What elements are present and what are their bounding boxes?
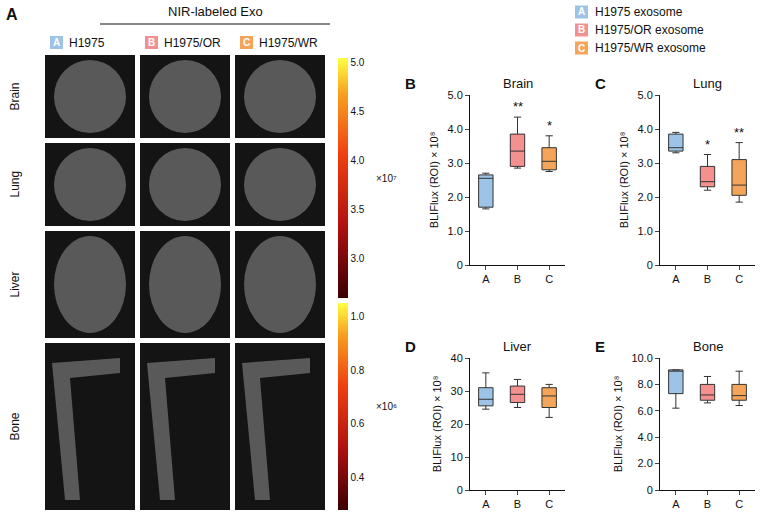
svg-text:5.0: 5.0 (638, 89, 653, 101)
svg-text:3.0: 3.0 (448, 157, 463, 169)
svg-text:A: A (482, 273, 490, 285)
svg-text:3.0: 3.0 (638, 157, 653, 169)
svg-text:0: 0 (647, 484, 653, 496)
svg-text:B: B (704, 498, 711, 510)
svg-text:*: * (705, 137, 710, 152)
svg-text:BLIFlux (ROI) × 10⁸: BLIFlux (ROI) × 10⁸ (612, 376, 624, 473)
svg-text:Liver: Liver (8, 271, 22, 297)
svg-text:0: 0 (457, 484, 463, 496)
svg-text:3.5: 3.5 (351, 204, 365, 215)
svg-text:H1975: H1975 (69, 36, 105, 50)
svg-text:B: B (514, 498, 521, 510)
svg-text:4.0: 4.0 (638, 431, 653, 443)
svg-text:Bone: Bone (693, 339, 723, 354)
svg-text:BLIFlux (ROI) × 10⁸: BLIFlux (ROI) × 10⁸ (618, 132, 630, 229)
svg-text:4.0: 4.0 (448, 123, 463, 135)
svg-text:B: B (405, 75, 416, 92)
svg-text:Lung: Lung (693, 76, 722, 91)
svg-text:40: 40 (451, 352, 463, 364)
svg-text:1.0: 1.0 (351, 311, 365, 322)
svg-text:**: ** (734, 125, 744, 140)
svg-text:C: C (545, 498, 553, 510)
svg-text:B: B (578, 24, 585, 35)
svg-text:H1975/WR: H1975/WR (259, 36, 318, 50)
svg-text:Brain: Brain (503, 76, 533, 91)
svg-text:4.5: 4.5 (351, 106, 365, 117)
svg-text:C: C (595, 75, 606, 92)
svg-text:A: A (578, 6, 585, 17)
svg-text:NIR-labeled Exo: NIR-labeled Exo (168, 4, 263, 19)
svg-text:10: 10 (451, 451, 463, 463)
svg-text:A: A (6, 6, 18, 23)
svg-text:5.0: 5.0 (351, 57, 365, 68)
svg-text:BLIFlux (ROI) × 10⁸: BLIFlux (ROI) × 10⁸ (428, 132, 440, 229)
svg-text:C: C (545, 273, 553, 285)
svg-text:Lung: Lung (8, 171, 22, 198)
svg-text:0: 0 (647, 259, 653, 271)
svg-text:8.0: 8.0 (638, 378, 653, 390)
svg-text:1.0: 1.0 (638, 225, 653, 237)
svg-text:Bone: Bone (8, 412, 22, 440)
svg-text:H1975 exosome: H1975 exosome (595, 5, 683, 19)
svg-text:0: 0 (457, 259, 463, 271)
svg-text:0.6: 0.6 (351, 418, 365, 429)
svg-text:A: A (482, 498, 490, 510)
svg-text:C: C (735, 498, 743, 510)
svg-text:4.0: 4.0 (638, 123, 653, 135)
svg-text:H1975/OR: H1975/OR (164, 36, 221, 50)
svg-text:A: A (672, 498, 680, 510)
svg-text:1.0: 1.0 (448, 225, 463, 237)
svg-text:**: ** (513, 99, 523, 114)
svg-text:0.4: 0.4 (351, 472, 365, 483)
svg-text:*: * (547, 118, 552, 133)
svg-text:A: A (672, 273, 680, 285)
svg-text:2.0: 2.0 (638, 457, 653, 469)
svg-text:C: C (735, 273, 743, 285)
svg-text:10.0: 10.0 (631, 352, 652, 364)
svg-text:E: E (595, 338, 605, 355)
svg-text:6.0: 6.0 (638, 405, 653, 417)
svg-text:B: B (514, 273, 521, 285)
svg-text:20: 20 (451, 418, 463, 430)
svg-text:3.0: 3.0 (351, 253, 365, 264)
svg-text:2.0: 2.0 (448, 191, 463, 203)
svg-text:30: 30 (451, 385, 463, 397)
svg-text:BLIFlux (ROI) × 10⁸: BLIFlux (ROI) × 10⁸ (431, 376, 443, 473)
svg-text:A: A (53, 37, 60, 48)
svg-text:×10⁶: ×10⁶ (376, 401, 397, 412)
svg-text:H1975/WR exosome: H1975/WR exosome (595, 41, 706, 55)
svg-text:C: C (243, 37, 250, 48)
svg-text:H1975/OR exosome: H1975/OR exosome (595, 23, 704, 37)
svg-text:D: D (405, 338, 416, 355)
svg-text:B: B (704, 273, 711, 285)
svg-text:0.8: 0.8 (351, 365, 365, 376)
svg-text:C: C (578, 43, 585, 54)
svg-text:×10⁷: ×10⁷ (376, 173, 397, 184)
svg-text:Liver: Liver (503, 339, 532, 354)
svg-text:Brain: Brain (8, 82, 22, 110)
svg-text:2.0: 2.0 (638, 191, 653, 203)
svg-text:B: B (148, 37, 155, 48)
svg-text:4.0: 4.0 (351, 155, 365, 166)
svg-text:5.0: 5.0 (448, 89, 463, 101)
